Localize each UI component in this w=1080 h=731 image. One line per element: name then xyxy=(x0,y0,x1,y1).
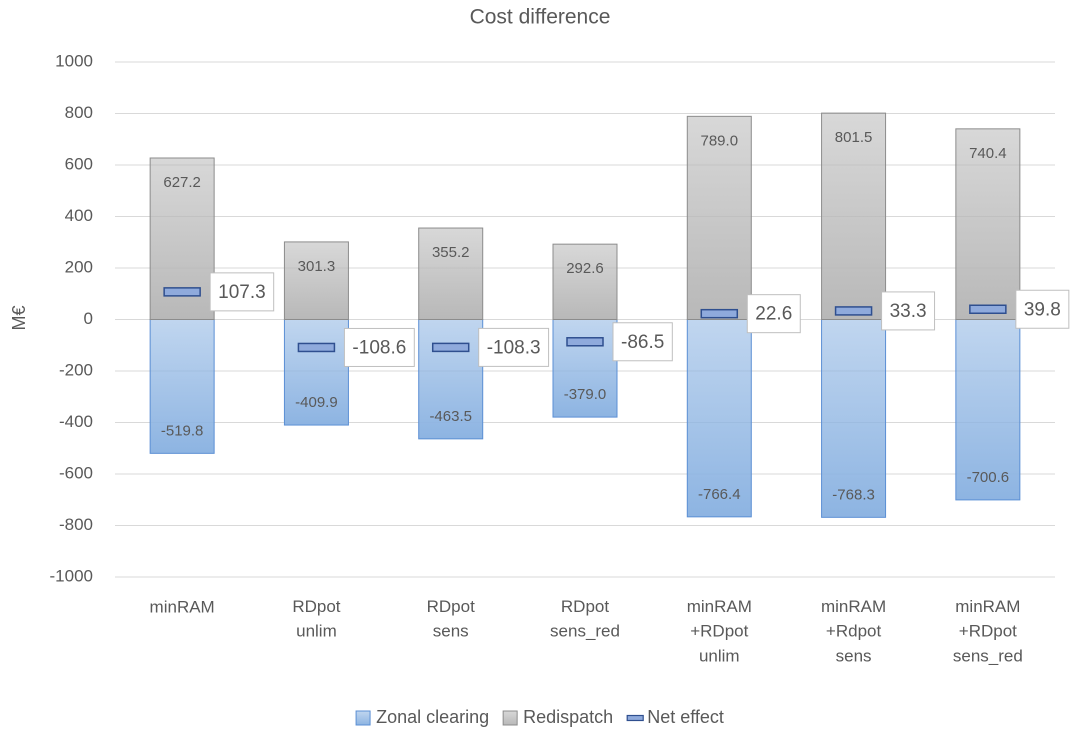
x-tick-label: RDpot sens xyxy=(427,597,475,641)
legend-swatch xyxy=(355,710,371,726)
bar xyxy=(686,115,752,320)
net-marker xyxy=(834,306,873,316)
net-marker xyxy=(700,308,739,319)
legend-label: Redispatch xyxy=(523,707,613,727)
bar xyxy=(149,319,215,454)
bar xyxy=(821,112,887,320)
x-tick-label: minRAM xyxy=(150,597,215,616)
data-label: 22.6 xyxy=(755,304,792,325)
bar xyxy=(955,319,1021,501)
y-tick-label: -800 xyxy=(59,515,93,534)
data-label: 801.5 xyxy=(835,129,873,146)
x-tick-label: RDpot sens_red xyxy=(550,597,620,641)
data-label: 355.2 xyxy=(432,244,470,261)
y-axis-label: M€ xyxy=(9,305,29,330)
data-label: -409.9 xyxy=(295,394,338,411)
bar xyxy=(686,319,752,518)
x-tick-label: minRAM +RDpot sens_red xyxy=(953,597,1023,665)
x-tick-label: RDpot unlim xyxy=(292,597,340,641)
data-label: -86.5 xyxy=(621,332,664,353)
data-label-box xyxy=(881,291,936,331)
data-label: 627.2 xyxy=(163,174,201,191)
data-label-box xyxy=(1015,289,1070,329)
y-tick-label: -600 xyxy=(59,463,93,482)
legend: Zonal clearing Redispatch Net effect xyxy=(355,707,724,727)
bar xyxy=(955,128,1021,320)
y-tick-label: 1000 xyxy=(55,51,93,70)
chart-title: Cost difference xyxy=(470,6,611,29)
data-label: -379.0 xyxy=(564,386,607,403)
bar xyxy=(283,319,349,426)
y-tick-label: -1000 xyxy=(50,566,93,585)
data-label-box xyxy=(746,294,801,334)
net-marker xyxy=(163,287,201,297)
data-label: -108.6 xyxy=(352,337,406,358)
data-label: -768.3 xyxy=(832,486,875,503)
y-tick-label: 600 xyxy=(65,154,93,173)
legend-swatch xyxy=(626,714,644,722)
data-label: -700.6 xyxy=(967,469,1010,486)
x-tick-label: minRAM +RDpot unlim xyxy=(687,597,752,665)
x-tick-label: minRAM +Rdpot sens xyxy=(821,597,886,665)
data-label: 39.8 xyxy=(1024,299,1061,320)
y-tick-label: -200 xyxy=(59,360,93,379)
data-label: -766.4 xyxy=(698,486,741,503)
data-label: -463.5 xyxy=(429,408,472,425)
data-label: 740.4 xyxy=(969,145,1007,162)
y-tick-label: 800 xyxy=(65,103,93,122)
net-marker xyxy=(969,304,1007,315)
data-label: -519.8 xyxy=(161,422,204,439)
legend-label: Zonal clearing xyxy=(376,707,489,727)
data-label-box xyxy=(478,327,550,367)
legend-swatch xyxy=(502,710,518,726)
net-marker xyxy=(297,342,336,353)
data-label: 301.3 xyxy=(298,258,336,275)
data-label-box xyxy=(612,322,673,362)
bar xyxy=(552,243,618,320)
data-label: -108.3 xyxy=(487,337,541,358)
data-label-box xyxy=(209,272,275,312)
bar xyxy=(418,227,484,320)
y-tick-label: 200 xyxy=(65,257,93,276)
y-tick-label: 0 xyxy=(84,309,93,328)
data-label: 107.3 xyxy=(218,282,266,303)
bar xyxy=(552,319,618,418)
data-label: 292.6 xyxy=(566,260,604,277)
bar xyxy=(283,241,349,320)
data-label: 789.0 xyxy=(701,132,739,149)
bar xyxy=(418,319,484,440)
data-label-box xyxy=(343,327,415,367)
y-tick-label: 400 xyxy=(65,206,93,225)
y-tick-label: -400 xyxy=(59,412,93,431)
legend-label: Net effect xyxy=(647,707,724,727)
data-label: 33.3 xyxy=(890,301,927,322)
net-marker xyxy=(431,342,470,353)
net-marker xyxy=(566,337,604,347)
